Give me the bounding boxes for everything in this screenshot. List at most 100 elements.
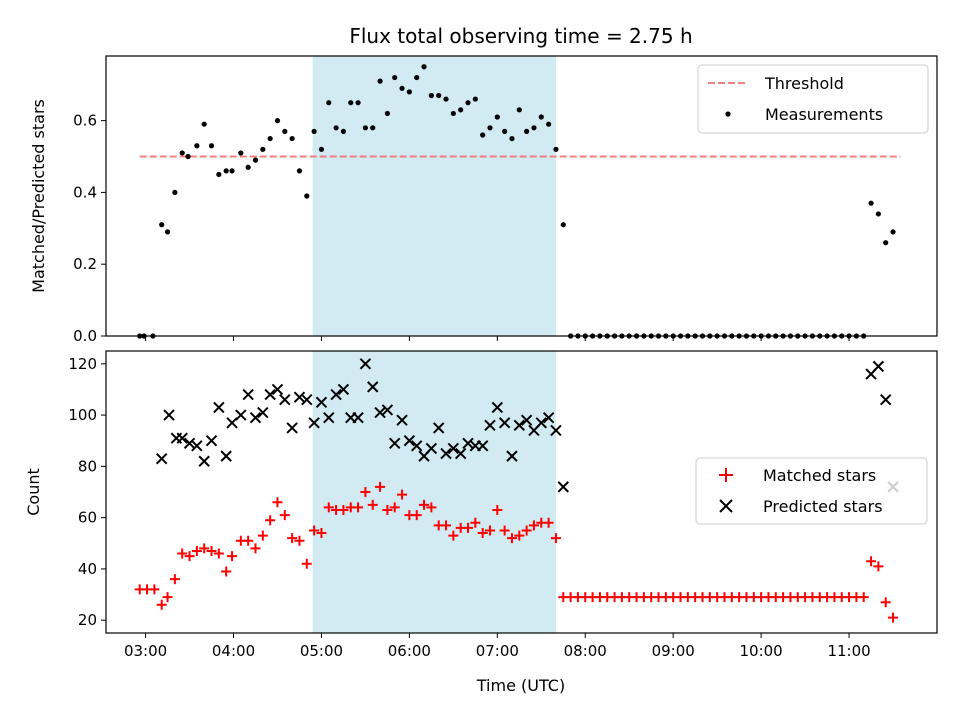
matched-star-point	[375, 481, 386, 492]
predicted-star-point	[425, 442, 438, 455]
measurement-point	[450, 110, 456, 117]
bottom-highlight-span	[312, 351, 556, 633]
measurement-point	[414, 74, 420, 81]
measurement-point	[494, 114, 500, 120]
measurement-point	[377, 78, 383, 84]
measurement-point	[296, 168, 303, 174]
matched-star-point	[206, 545, 217, 556]
matched-star-point	[866, 556, 877, 567]
measurement-point	[318, 146, 325, 152]
measurement-point	[208, 143, 215, 149]
matched-star-point	[419, 499, 430, 510]
matched-star-point	[528, 520, 539, 531]
matched-stars-series	[134, 481, 899, 623]
measurement-point	[340, 128, 347, 134]
measurement-point	[531, 125, 537, 131]
matched-star-point	[191, 545, 202, 556]
predicted-star-point	[550, 424, 562, 437]
matched-star-point	[411, 510, 422, 521]
predicted-star-point	[381, 404, 394, 416]
predicted-star-point	[183, 437, 196, 449]
predicted-star-point	[323, 411, 335, 424]
measurement-point	[274, 118, 281, 124]
measurement-point	[333, 125, 339, 131]
bottom-panel-frame	[105, 350, 938, 634]
y-tick-label: 120	[68, 355, 97, 373]
predicted-star-point	[403, 435, 416, 447]
measurement-point	[436, 92, 442, 99]
matched-star-point	[382, 504, 393, 515]
matched-star-point	[243, 535, 254, 546]
measurement-point	[185, 153, 191, 160]
predicted-star-point	[213, 401, 225, 414]
top-legend-box	[697, 64, 929, 134]
predicted-star-point	[330, 388, 342, 401]
measurement-point	[524, 128, 530, 134]
predicted-star-point	[367, 381, 379, 393]
predicted-star-point	[176, 432, 188, 444]
measurement-point	[164, 229, 171, 235]
matched-star-point	[279, 510, 290, 521]
matched-star-point	[287, 533, 298, 544]
matched-star-point	[199, 543, 210, 554]
measurement-point	[480, 132, 486, 138]
predicted-stars-series	[155, 358, 899, 493]
predicted-star-point	[359, 358, 372, 370]
legend-measurements-swatch	[725, 111, 731, 117]
measurement-point	[326, 100, 332, 106]
matched-star-point	[301, 558, 312, 569]
measurement-point	[560, 222, 566, 228]
top-y-axis: 0.0 0.2 0.4 0.6	[73, 112, 106, 345]
predicted-star-point	[374, 406, 386, 419]
measurement-point	[875, 211, 881, 217]
measurement-point	[355, 100, 361, 106]
matched-star-point	[426, 502, 437, 513]
matched-star-point	[463, 522, 474, 533]
predicted-star-point	[484, 419, 496, 432]
top-panel: 0.0 0.2 0.4 0.6 Matched/Predicted stars Thr…	[29, 55, 938, 345]
predicted-star-point	[279, 394, 291, 406]
measurement-point	[216, 171, 222, 178]
top-x-axis-ticks	[145, 336, 850, 341]
measurement-point	[245, 164, 251, 170]
matched-star-point	[272, 497, 283, 508]
y-tick-label: 0.0	[73, 327, 97, 345]
matched-star-point	[492, 504, 503, 515]
measurement-point	[538, 114, 544, 120]
legend-matched-swatch	[719, 468, 733, 482]
x-tick-label: 10:00	[740, 642, 783, 660]
measurement-point	[311, 128, 317, 134]
matched-star-point	[162, 592, 173, 603]
y-tick-label: 40	[78, 560, 97, 578]
matched-star-point	[477, 528, 488, 539]
top-panel-frame	[105, 55, 938, 337]
matched-star-point	[294, 535, 305, 546]
measurement-point	[516, 107, 522, 113]
matched-star-point	[448, 530, 459, 541]
x-tick-label: 03:00	[124, 642, 167, 660]
predicted-star-point	[315, 396, 328, 408]
y-tick-label: 20	[78, 611, 97, 629]
measurement-point	[384, 110, 390, 117]
highlight-span-rect	[312, 351, 556, 633]
y-tick-label: 0.2	[73, 255, 97, 273]
measurement-point	[421, 64, 427, 70]
matched-star-point	[323, 502, 334, 513]
top-highlight-span	[312, 56, 556, 336]
y-tick-label: 100	[68, 406, 97, 424]
x-tick-label: 06:00	[388, 642, 431, 660]
predicted-star-point	[462, 437, 474, 449]
matched-star-point	[367, 499, 378, 510]
predicted-star-point	[242, 388, 254, 401]
measurement-point	[282, 128, 288, 134]
bottom-panel: 20 40 60 80 100 120 03:00 04:00 05:00 06:00 07:00…	[24, 350, 938, 695]
predicted-star-point	[352, 411, 364, 424]
y-tick-label: 80	[78, 457, 97, 475]
predicted-star-point	[249, 411, 262, 424]
predicted-star-point	[879, 394, 892, 406]
predicted-star-point	[191, 440, 203, 452]
bottom-x-axis: 03:00 04:00 05:00 06:00 07:00 08:00 09:00 10:00…	[124, 633, 871, 660]
predicted-star-point	[396, 414, 408, 426]
measurement-point	[252, 157, 259, 163]
